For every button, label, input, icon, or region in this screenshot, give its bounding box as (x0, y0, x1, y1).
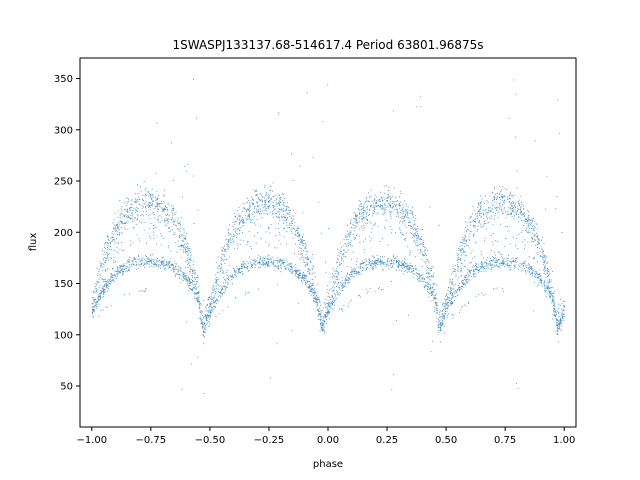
chart-title: 1SWASPJ133137.68-514617.4 Period 63801.9… (172, 38, 483, 52)
scatter-points (91, 79, 565, 394)
y-tick-label: 250 (54, 177, 73, 188)
x-axis: −1.00 −0.75 −0.50 −0.25 0.00 0.25 0.50 0.75 1.00 (76, 427, 575, 446)
y-tick-label: 150 (54, 279, 73, 290)
y-tick-label: 350 (54, 74, 73, 85)
y-tick-label: 200 (54, 228, 73, 239)
x-tick-label: 0.50 (435, 435, 457, 446)
x-tick-label: −0.25 (254, 435, 285, 446)
x-tick-label: 1.00 (553, 435, 575, 446)
y-axis-label: flux (28, 233, 39, 252)
y-tick-label: 100 (54, 330, 73, 341)
x-tick-label: −0.75 (136, 435, 167, 446)
x-axis-label: phase (313, 459, 343, 470)
x-tick-label: 0.00 (317, 435, 339, 446)
y-axis: 50 100 150 200 250 300 350 (54, 74, 80, 393)
x-tick-label: 0.25 (376, 435, 398, 446)
x-tick-label: −0.50 (195, 435, 226, 446)
y-tick-label: 300 (54, 125, 73, 136)
x-tick-label: 0.75 (494, 435, 516, 446)
x-tick-label: −1.00 (76, 435, 107, 446)
data-points (91, 79, 565, 394)
plot-area-frame (79, 57, 577, 428)
y-tick-label: 50 (60, 382, 73, 393)
